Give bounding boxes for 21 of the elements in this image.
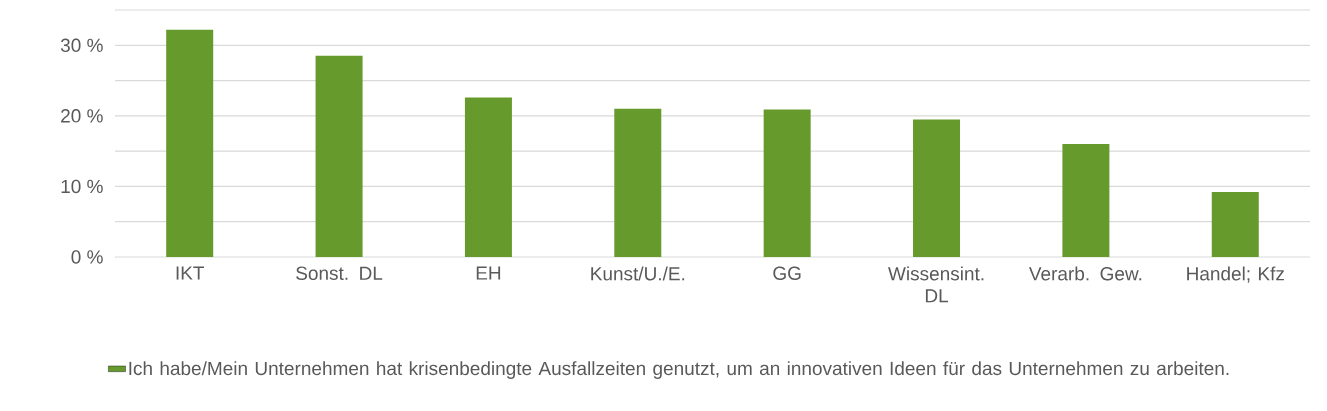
x-tick-label: EH [476,266,501,280]
y-tick-label: 30 % [60,38,103,53]
x-tick-label: Kunst/U./E. [591,266,685,281]
bar [614,108,662,257]
bar [913,119,961,257]
bar [315,55,363,257]
legend-label: Ich habe/Mein Unternehmen hat krisenbedingte Ausfallzeiten genutzt, um an innovativen Ideen für das Unternehmen zu arbeiten. [129,361,1229,379]
bar [763,109,811,257]
y-tick-label: 0 % [71,250,103,264]
y-tick-label: 10 % [61,179,103,194]
bar [166,29,214,257]
x-tick-label: Wissensint. DL [888,266,984,303]
x-tick-label: Sonst. DL [296,266,383,280]
x-tick-label: Handel; Kfz [1187,266,1284,283]
y-tick-label: 20 % [61,109,103,123]
x-tick-label: GG [773,266,801,280]
bar [464,97,512,257]
bar [1062,144,1110,257]
bar [1211,192,1259,257]
x-tick-label: Verarb. Gew. [1028,266,1142,281]
x-tick-label: IKT [176,266,205,280]
